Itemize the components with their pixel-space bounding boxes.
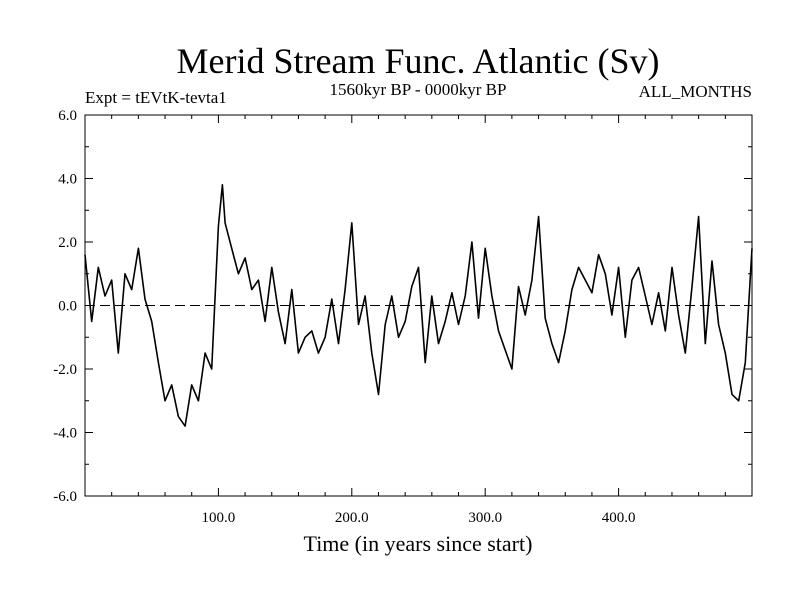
x-tick-label: 100.0 [202, 510, 236, 526]
x-axis-ticks [111, 115, 726, 496]
x-axis-label: Time (in years since start) [304, 531, 533, 556]
chart-subtitle-right: ALL_MONTHS [639, 82, 752, 101]
y-tick-label: -4.0 [53, 426, 77, 442]
y-tick-label: 6.0 [58, 108, 77, 124]
chart-subtitle-left: Expt = tEVtK-tevta1 [85, 88, 227, 107]
y-tick-label: 0.0 [58, 299, 77, 315]
chart-subtitle-center: 1560kyr BP - 0000kyr BP [330, 80, 507, 99]
y-tick-label: 4.0 [58, 172, 77, 188]
y-tick-label: -2.0 [53, 362, 77, 378]
y-tick-label: -6.0 [53, 489, 77, 505]
chart-title: Merid Stream Func. Atlantic (Sv) [177, 41, 660, 81]
x-tick-label: 300.0 [468, 510, 502, 526]
y-tick-label: 2.0 [58, 235, 77, 251]
x-axis-tick-labels: 100.0 200.0 300.0 400.0 [202, 510, 636, 526]
x-tick-label: 400.0 [602, 510, 636, 526]
x-tick-label: 200.0 [335, 510, 369, 526]
y-axis-tick-labels: -6.0 -4.0 -2.0 0.0 2.0 4.0 6.0 [53, 108, 77, 505]
series-line [84, 184, 753, 427]
y-axis-ticks [85, 114, 752, 497]
